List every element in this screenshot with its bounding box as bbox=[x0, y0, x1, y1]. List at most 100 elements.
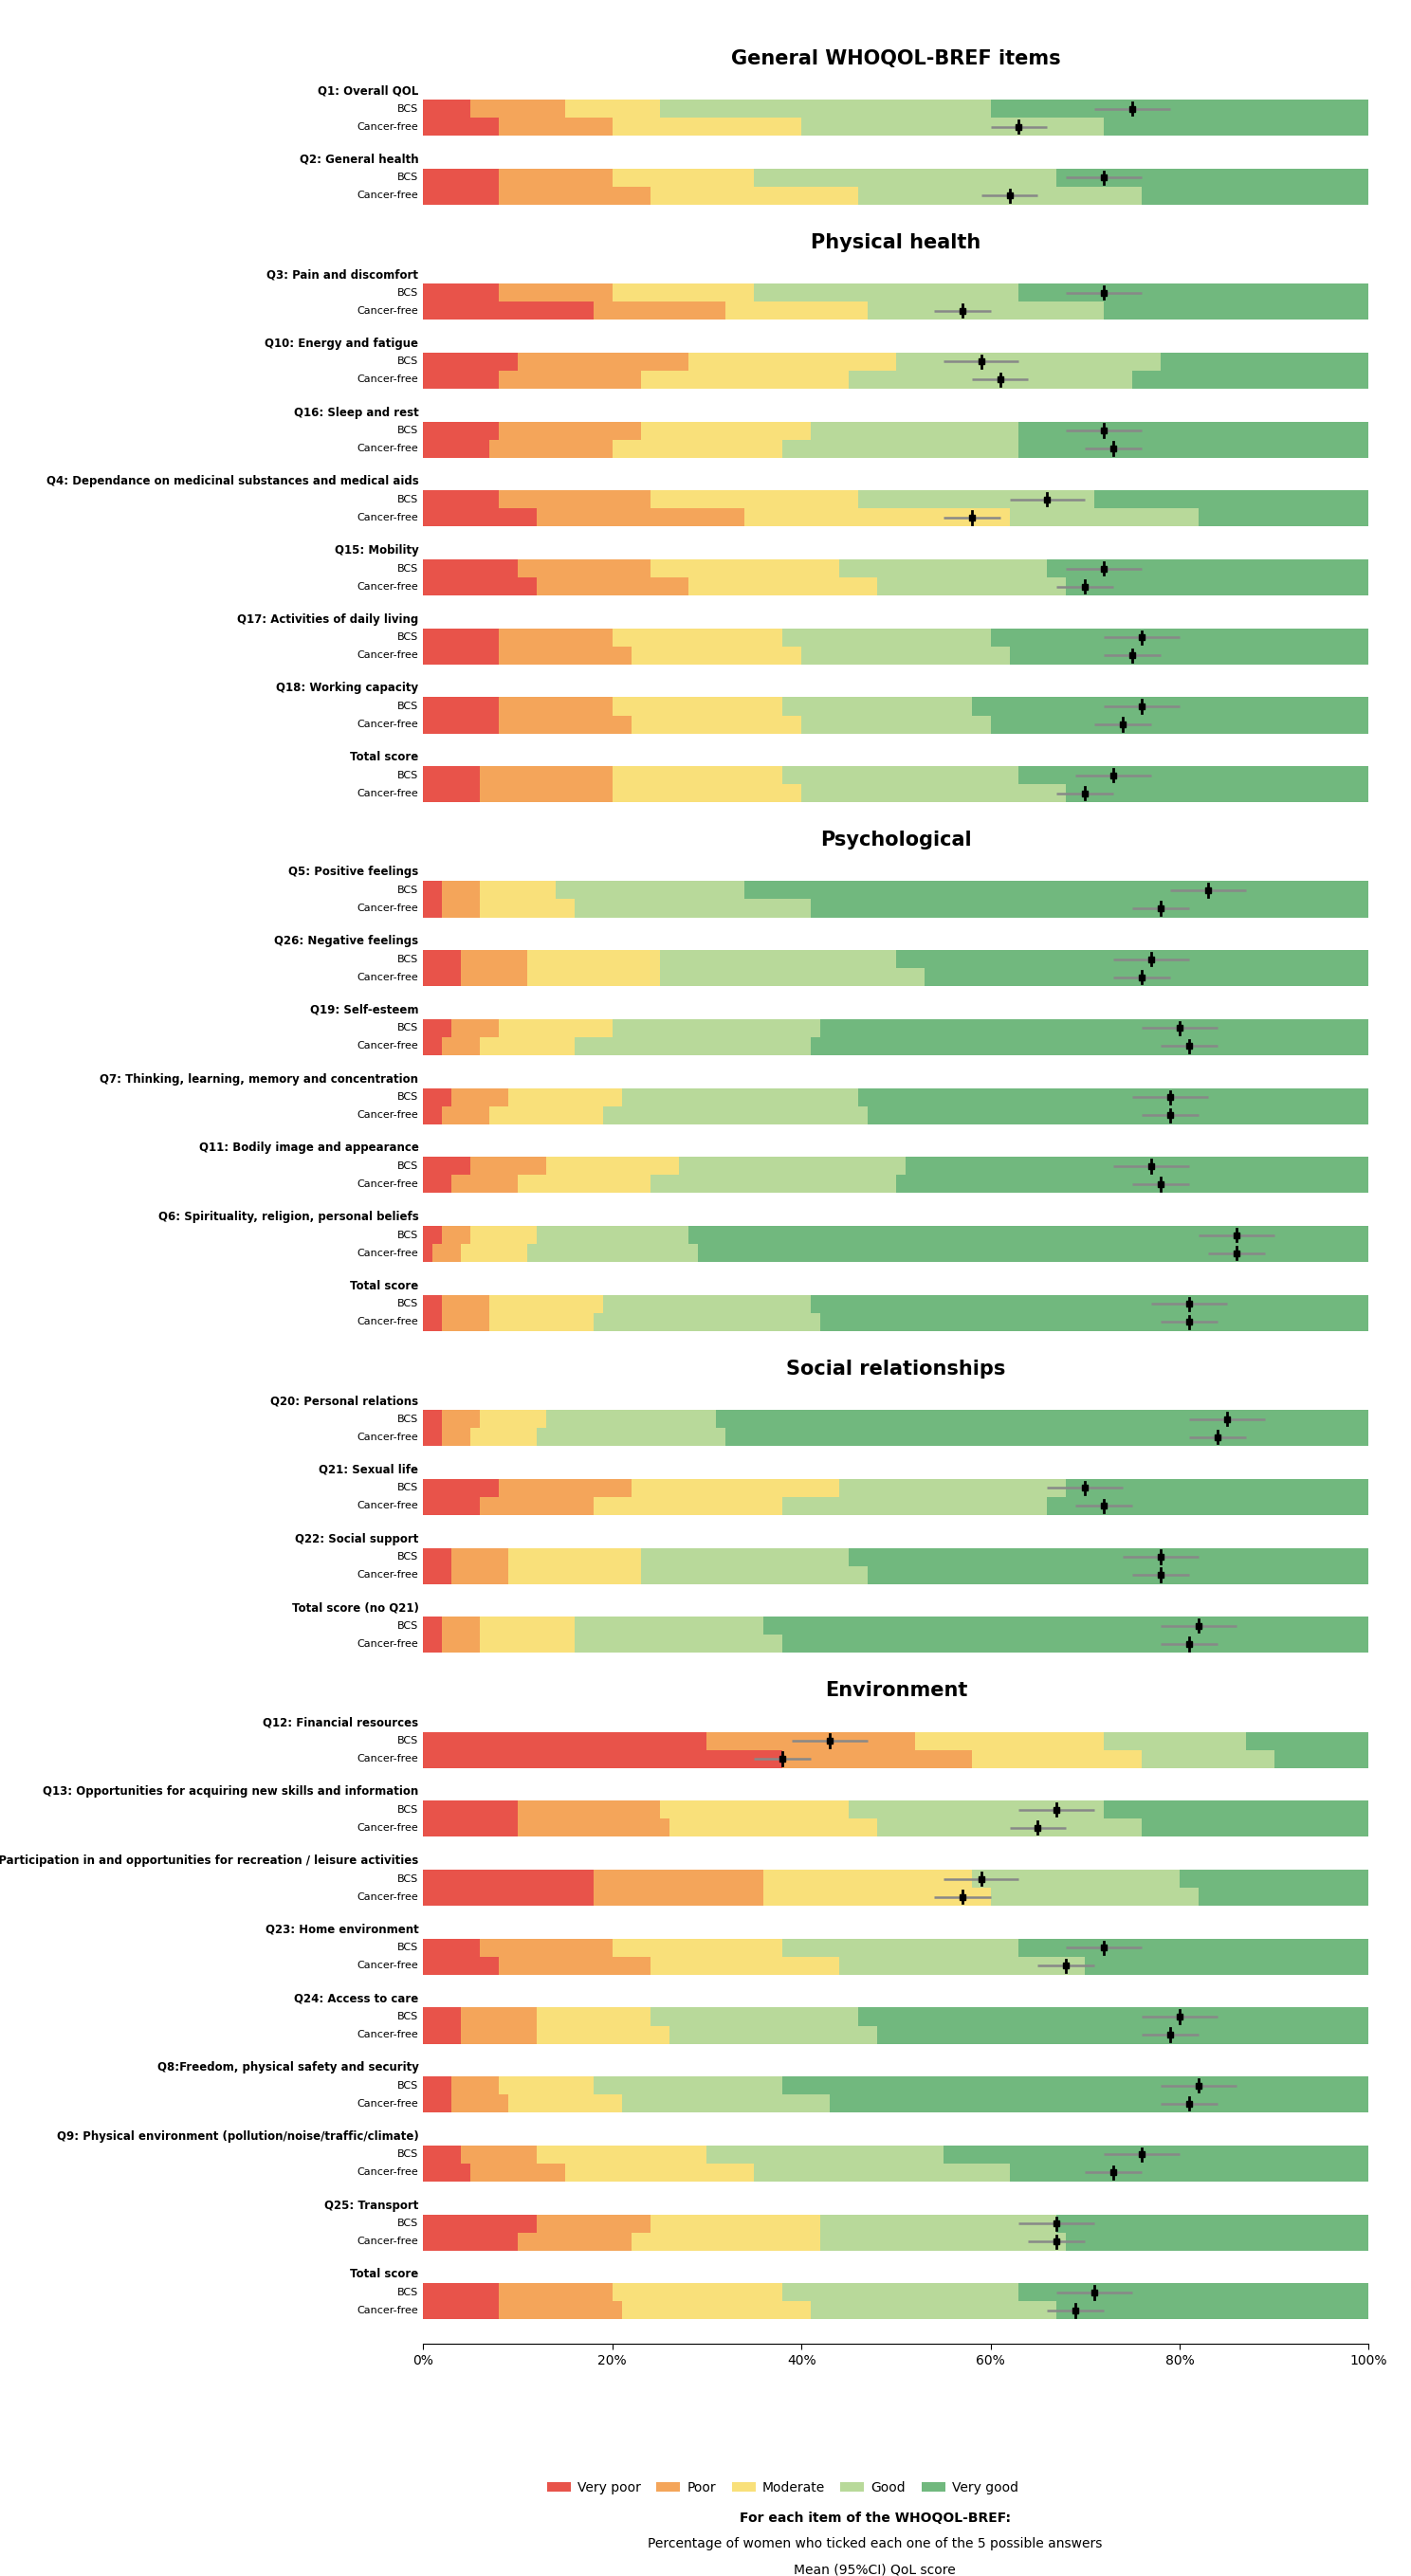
Bar bbox=[641, 422, 811, 440]
Bar bbox=[594, 1888, 763, 1906]
Text: BCS: BCS bbox=[398, 1231, 419, 1239]
Bar bbox=[556, 881, 745, 899]
Bar bbox=[906, 1157, 1369, 1175]
Bar bbox=[423, 1087, 452, 1105]
Bar bbox=[858, 2007, 1369, 2025]
Bar bbox=[612, 440, 783, 459]
Bar bbox=[1095, 489, 1369, 507]
Text: Cancer-free: Cancer-free bbox=[357, 121, 419, 131]
Bar bbox=[650, 559, 840, 577]
Bar bbox=[602, 1296, 811, 1314]
Bar bbox=[508, 1087, 622, 1105]
Bar bbox=[423, 185, 499, 204]
Bar bbox=[1141, 1819, 1369, 1837]
Text: Total score (no Q21): Total score (no Q21) bbox=[292, 1602, 419, 1615]
Bar bbox=[783, 629, 991, 647]
Bar bbox=[423, 1479, 499, 1497]
Bar bbox=[650, 1958, 840, 1976]
Bar bbox=[508, 1566, 641, 1584]
Text: For each item of the WHOQOL-BREF:: For each item of the WHOQOL-BREF: bbox=[739, 2512, 1010, 2524]
Bar bbox=[423, 371, 499, 389]
Bar bbox=[461, 951, 528, 969]
Bar bbox=[536, 2025, 669, 2043]
Bar bbox=[763, 1618, 1369, 1636]
Bar bbox=[612, 2282, 783, 2300]
Bar bbox=[943, 2146, 1369, 2164]
Bar bbox=[423, 2233, 518, 2251]
Text: Cancer-free: Cancer-free bbox=[357, 513, 419, 523]
Bar bbox=[1057, 167, 1369, 185]
Text: Cancer-free: Cancer-free bbox=[357, 1638, 419, 1649]
Bar bbox=[461, 1244, 528, 1262]
Bar bbox=[423, 507, 536, 526]
Bar bbox=[631, 716, 801, 734]
Bar bbox=[442, 1314, 490, 1332]
Bar bbox=[840, 1958, 1085, 1976]
Bar bbox=[858, 185, 1141, 204]
Text: Cancer-free: Cancer-free bbox=[357, 2099, 419, 2107]
Bar bbox=[499, 716, 631, 734]
Bar bbox=[783, 2282, 1019, 2300]
Bar bbox=[480, 1618, 574, 1636]
Bar bbox=[801, 783, 1067, 801]
Bar bbox=[820, 1020, 1369, 1038]
Bar bbox=[442, 1427, 471, 1445]
Bar bbox=[820, 2233, 1067, 2251]
Bar bbox=[508, 1548, 641, 1566]
Text: BCS: BCS bbox=[398, 886, 419, 894]
Bar bbox=[650, 489, 858, 507]
Bar bbox=[564, 100, 660, 118]
Bar bbox=[650, 185, 858, 204]
Text: Cancer-free: Cancer-free bbox=[357, 1502, 419, 1510]
Bar bbox=[423, 1636, 442, 1654]
Bar bbox=[669, 1819, 878, 1837]
Bar bbox=[423, 1958, 499, 1976]
Bar bbox=[423, 118, 499, 137]
Text: Q24: Access to care: Q24: Access to care bbox=[293, 1991, 419, 2004]
Bar bbox=[423, 1296, 442, 1314]
Bar bbox=[660, 1801, 849, 1819]
Bar bbox=[423, 1566, 452, 1584]
Bar bbox=[858, 1087, 1369, 1105]
Bar bbox=[423, 559, 518, 577]
Bar bbox=[536, 1427, 725, 1445]
Bar bbox=[423, 1497, 480, 1515]
Bar bbox=[725, 301, 868, 319]
Bar bbox=[1019, 2282, 1369, 2300]
Bar bbox=[423, 2164, 471, 2182]
Text: Environment: Environment bbox=[824, 1682, 968, 1700]
Bar bbox=[1009, 507, 1198, 526]
Bar bbox=[783, 1749, 972, 1767]
Text: Cancer-free: Cancer-free bbox=[357, 1432, 419, 1443]
Text: Total score: Total score bbox=[350, 1280, 419, 1293]
Bar bbox=[896, 951, 1369, 969]
Text: Cancer-free: Cancer-free bbox=[357, 788, 419, 799]
Bar bbox=[433, 1244, 461, 1262]
Bar bbox=[423, 2146, 461, 2164]
Bar bbox=[878, 2025, 1369, 2043]
Bar bbox=[546, 1409, 717, 1427]
Text: Q15: Mobility: Q15: Mobility bbox=[334, 544, 419, 556]
Bar bbox=[471, 1427, 536, 1445]
Text: BCS: BCS bbox=[398, 358, 419, 366]
Bar bbox=[518, 559, 650, 577]
Bar bbox=[499, 2300, 622, 2318]
Bar bbox=[471, 100, 564, 118]
Bar bbox=[1103, 118, 1369, 137]
Text: Cancer-free: Cancer-free bbox=[357, 1824, 419, 1832]
Bar bbox=[868, 1566, 1369, 1584]
Text: Q21: Sexual life: Q21: Sexual life bbox=[319, 1463, 419, 1476]
Text: BCS: BCS bbox=[398, 2287, 419, 2298]
Bar bbox=[1009, 2164, 1369, 2182]
Bar bbox=[423, 698, 499, 716]
Bar bbox=[423, 1819, 518, 1837]
Bar bbox=[490, 1105, 602, 1123]
Text: Cancer-free: Cancer-free bbox=[357, 1180, 419, 1190]
Bar bbox=[1019, 765, 1369, 783]
Bar bbox=[820, 2215, 1057, 2233]
Bar bbox=[499, 647, 631, 665]
Text: BCS: BCS bbox=[398, 173, 419, 183]
Bar bbox=[1180, 1870, 1369, 1888]
Bar bbox=[689, 577, 878, 595]
Bar bbox=[528, 951, 660, 969]
